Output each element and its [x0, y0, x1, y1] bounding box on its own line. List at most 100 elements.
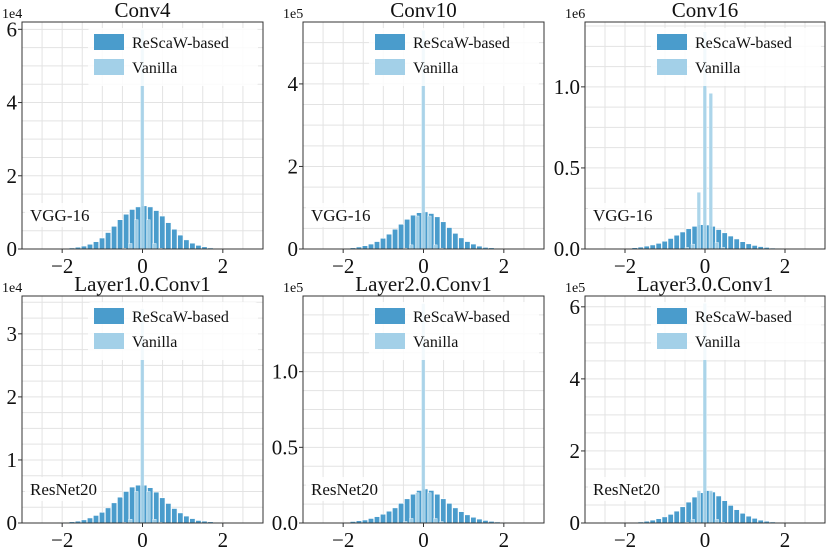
legend-label-vanilla: Vanilla — [413, 60, 458, 77]
rescaw-bar — [177, 512, 184, 524]
rescaw-bar — [452, 233, 459, 250]
y-exponent-label: 1e4 — [2, 281, 22, 296]
rescaw-bar — [398, 223, 405, 250]
rescaw-bar — [159, 497, 166, 524]
y-exponent-label: 1e5 — [283, 7, 303, 22]
rescaw-bar — [153, 491, 160, 524]
x-tick-label: 0 — [700, 528, 711, 552]
x-tick-label: 0 — [418, 528, 429, 552]
rescaw-bar — [673, 234, 680, 250]
rescaw-bar — [177, 234, 184, 250]
legend-swatch-rescaw — [657, 308, 687, 324]
x-tick-label: 2 — [780, 254, 791, 278]
y-tick-label: 0 — [570, 511, 581, 535]
rescaw-bar — [470, 243, 477, 250]
rescaw-bar — [661, 240, 668, 250]
legend: ReScaW-based Vanilla — [88, 302, 258, 360]
legend-label-rescaw: ReScaW-based — [132, 309, 229, 326]
rescaw-bar — [464, 514, 471, 524]
rescaw-bar — [446, 227, 453, 250]
y-tick-label: 0 — [7, 511, 18, 535]
y-tick-label: 4 — [570, 367, 581, 391]
rescaw-bar — [434, 216, 441, 250]
chart-panel-6: Layer3.0.Conv1 1e5 −2 0 2 0 2 4 6 ReScaW-based Van… — [565, 272, 826, 552]
rescaw-bar — [661, 516, 668, 524]
rescaw-bar — [751, 245, 758, 250]
vanilla-bar — [152, 243, 157, 250]
vanilla-bar — [708, 490, 713, 524]
rescaw-bar — [410, 214, 417, 250]
legend-label-vanilla: Vanilla — [695, 334, 740, 351]
y-tick-label: 1.0 — [272, 360, 298, 384]
rescaw-bar — [721, 500, 728, 524]
rescaw-bar — [111, 226, 118, 250]
y-tick-label: 2 — [7, 164, 18, 188]
x-tick-label: −2 — [614, 528, 636, 552]
rescaw-bar — [691, 496, 698, 524]
rescaw-bar — [452, 507, 459, 524]
legend-swatch-rescaw — [94, 308, 124, 324]
legend-box — [369, 302, 539, 360]
rescaw-bar — [171, 508, 178, 524]
rescaw-bar — [398, 503, 405, 524]
legend: ReScaW-based Vanilla — [88, 28, 258, 86]
chart-panel-2: Conv10 1e5 −2 0 2 0 2 4 ReScaW-based Vanilla VGG-1… — [283, 0, 545, 278]
rescaw-bar — [129, 209, 136, 250]
y-tick-label: 3 — [7, 322, 18, 346]
network-tag-box — [25, 203, 101, 227]
vanilla-bar — [415, 215, 420, 250]
rescaw-bar — [440, 498, 447, 524]
network-tag-box — [588, 203, 664, 227]
rescaw-bar — [86, 517, 93, 524]
legend-box — [651, 302, 821, 360]
y-tick-label: 6 — [7, 17, 18, 41]
rescaw-bar — [649, 244, 656, 250]
y-exponent-label: 1e5 — [283, 281, 303, 296]
rescaw-bar — [721, 232, 728, 250]
legend-box — [369, 28, 539, 86]
network-tag: ResNet20 — [593, 480, 660, 499]
y-tick-label: 0.5 — [554, 156, 580, 180]
x-tick-label: −2 — [51, 528, 73, 552]
rescaw-bar — [123, 213, 130, 250]
rescaw-bar — [440, 221, 447, 250]
rescaw-bar — [470, 516, 477, 524]
x-tick-label: 2 — [499, 254, 510, 278]
legend-swatch-rescaw — [94, 34, 124, 50]
rescaw-bar — [380, 513, 387, 524]
x-tick-label: 0 — [137, 254, 148, 278]
rescaw-bar — [111, 502, 118, 524]
rescaw-bar — [92, 515, 100, 524]
x-tick-label: 2 — [499, 528, 510, 552]
chart-panel-5: Layer2.0.Conv1 1e5 −2 0 2 0.0 0.5 1.0 ReScaW-bas… — [272, 272, 545, 552]
network-tag: VGG-16 — [30, 206, 90, 225]
vanilla-bar — [415, 492, 420, 524]
vanilla-bar — [433, 244, 438, 250]
rescaw-bar — [446, 503, 453, 524]
rescaw-bar — [733, 238, 740, 250]
rescaw-bar — [123, 491, 130, 524]
y-tick-label: 0 — [7, 237, 18, 261]
rescaw-bar — [464, 241, 471, 250]
rescaw-bar — [655, 518, 662, 524]
legend-swatch-vanilla — [94, 333, 124, 349]
vanilla-bar — [409, 244, 414, 250]
x-tick-label: 0 — [137, 528, 148, 552]
x-tick-label: −2 — [332, 528, 354, 552]
chart-title: Layer3.0.Conv1 — [637, 272, 773, 296]
legend-label-rescaw: ReScaW-based — [132, 35, 229, 52]
rescaw-bar — [99, 511, 106, 524]
network-tag-box — [306, 477, 382, 501]
rescaw-bar — [679, 506, 686, 524]
vanilla-bar — [152, 519, 157, 524]
rescaw-bar — [129, 486, 136, 524]
legend-box — [651, 28, 821, 86]
rescaw-bar — [159, 215, 166, 250]
rescaw-bar — [165, 222, 172, 250]
legend-swatch-vanilla — [375, 59, 405, 75]
legend-label-rescaw: ReScaW-based — [413, 35, 510, 52]
rescaw-bar — [117, 219, 124, 250]
vanilla-bar — [714, 519, 719, 524]
legend-label-vanilla: Vanilla — [132, 60, 177, 77]
